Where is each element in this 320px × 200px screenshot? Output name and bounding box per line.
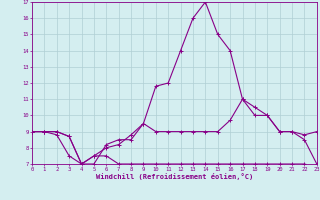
X-axis label: Windchill (Refroidissement éolien,°C): Windchill (Refroidissement éolien,°C) (96, 173, 253, 180)
